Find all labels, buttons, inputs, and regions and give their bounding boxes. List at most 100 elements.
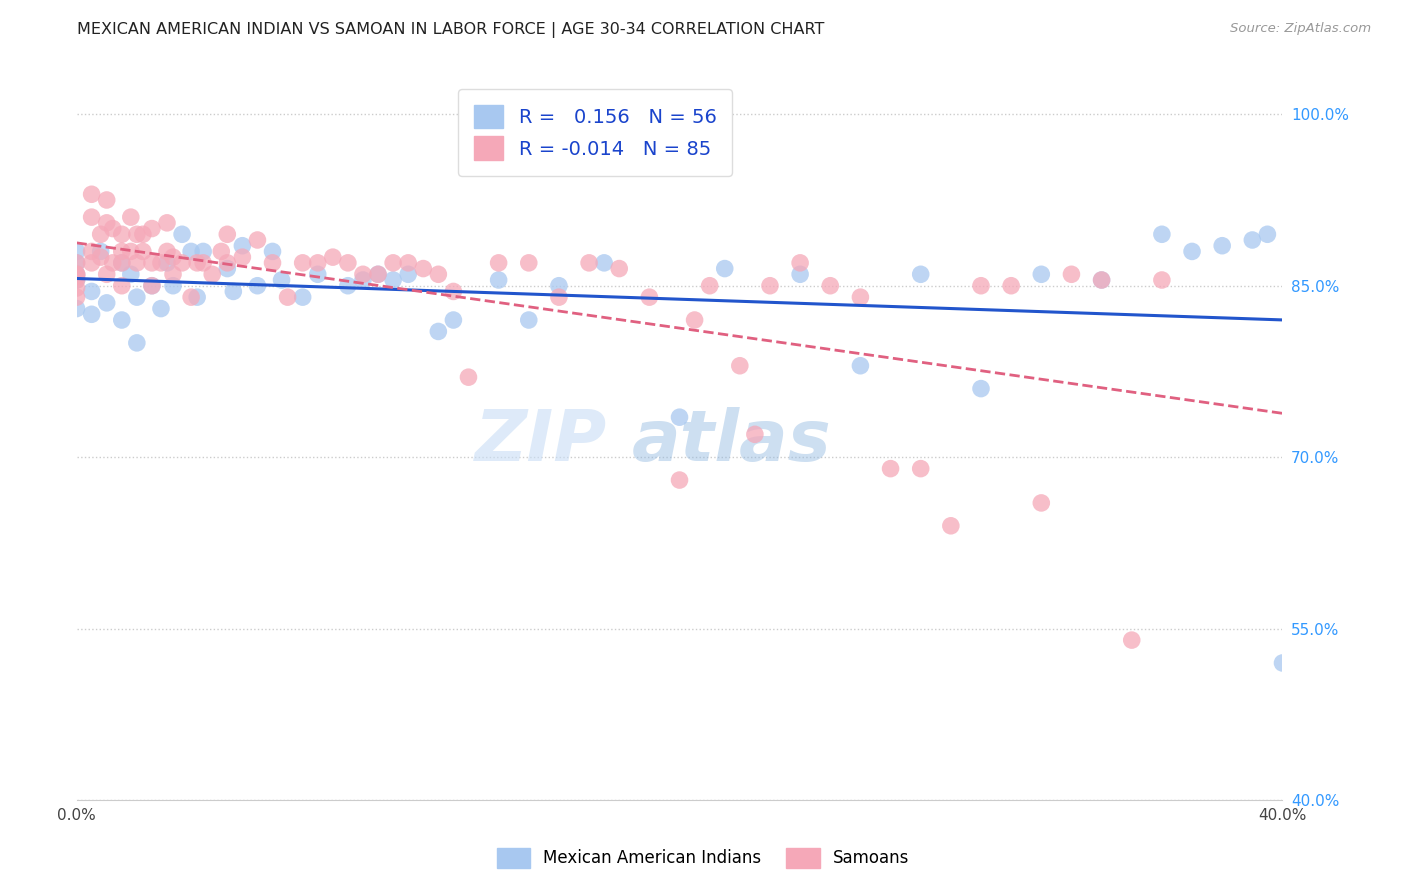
Point (668, 473, 690, 487)
Point (879, 461, 901, 475)
Point (111, 313, 134, 327)
Point (162, 278, 184, 293)
Point (170, 256, 193, 270)
Point (149, 256, 172, 270)
Point (65, 269, 87, 284)
Point (111, 256, 134, 270)
Point (1031, 496, 1053, 510)
Point (789, 268, 811, 282)
Point (125, 335, 148, 350)
Point (120, 210, 142, 224)
Point (111, 227, 134, 242)
Point (336, 256, 359, 270)
Point (65, 290, 87, 304)
Point (517, 256, 540, 270)
Point (141, 256, 163, 270)
Point (270, 273, 292, 287)
Point (849, 359, 872, 373)
Point (396, 256, 419, 270)
Point (90, 250, 112, 264)
Point (217, 227, 239, 242)
Point (336, 278, 359, 293)
Point (1150, 227, 1173, 242)
Point (65, 244, 87, 259)
Point (156, 216, 179, 230)
Point (90, 227, 112, 242)
Point (101, 256, 124, 270)
Point (96, 193, 118, 207)
Point (65, 268, 87, 282)
Point (970, 382, 993, 396)
Point (367, 268, 389, 282)
Point (162, 250, 184, 264)
Point (1271, 656, 1294, 670)
Point (1150, 273, 1173, 287)
Point (517, 313, 540, 327)
Point (488, 256, 510, 270)
Point (1121, 633, 1143, 648)
Point (1060, 268, 1083, 282)
Point (262, 256, 284, 270)
Point (65, 273, 87, 287)
Point (222, 285, 245, 299)
Point (111, 278, 134, 293)
Point (441, 285, 464, 299)
Point (352, 273, 374, 287)
Point (120, 244, 142, 259)
Point (132, 244, 155, 259)
Point (307, 268, 329, 282)
Point (111, 256, 134, 270)
Point (125, 290, 148, 304)
Point (396, 268, 419, 282)
Point (80, 256, 103, 270)
Point (382, 273, 405, 287)
Point (668, 410, 690, 425)
Point (193, 244, 215, 259)
Point (699, 278, 721, 293)
Point (132, 227, 155, 242)
Point (162, 268, 184, 282)
Point (578, 256, 600, 270)
Point (939, 518, 962, 533)
Point (156, 256, 179, 270)
Point (125, 227, 148, 242)
Point (96, 296, 118, 310)
Point (101, 221, 124, 235)
Point (728, 359, 751, 373)
Point (457, 370, 479, 384)
Point (111, 244, 134, 259)
Point (427, 325, 450, 339)
Point (382, 256, 405, 270)
Point (125, 256, 148, 270)
Point (849, 290, 872, 304)
Point (141, 221, 163, 235)
Point (291, 256, 314, 270)
Point (65, 256, 87, 270)
Point (759, 278, 782, 293)
Point (820, 278, 842, 293)
Point (65, 273, 87, 287)
Point (201, 268, 224, 282)
Point (488, 273, 510, 287)
Point (120, 268, 142, 282)
Point (80, 187, 103, 202)
Point (96, 216, 118, 230)
Point (186, 256, 208, 270)
Point (1181, 244, 1204, 259)
Point (156, 244, 179, 259)
Point (367, 268, 389, 282)
Point (910, 268, 932, 282)
Point (217, 261, 239, 276)
Point (96, 268, 118, 282)
Point (277, 290, 299, 304)
Point (65, 301, 87, 316)
Point (548, 290, 571, 304)
Point (170, 227, 193, 242)
Point (80, 307, 103, 321)
Point (246, 233, 269, 247)
Text: ZIP: ZIP (475, 407, 607, 476)
Point (217, 256, 239, 270)
Point (638, 290, 661, 304)
Point (1256, 227, 1278, 242)
Point (231, 250, 253, 264)
